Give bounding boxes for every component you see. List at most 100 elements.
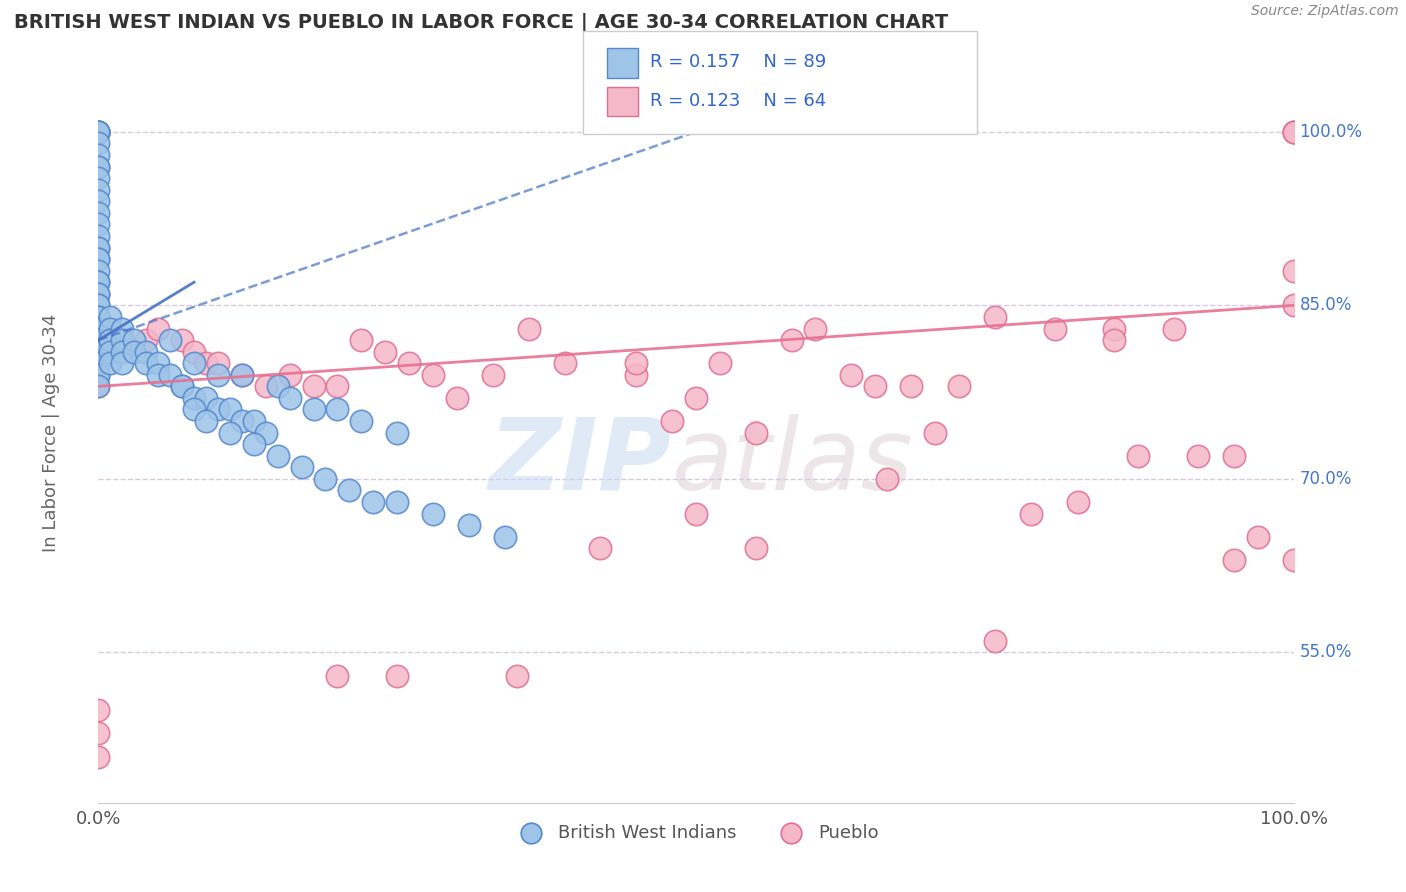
Point (339, 483, 361, 498)
Point (87, 136, 110, 151)
Point (87, 275, 110, 289)
Point (87, 252, 110, 266)
Point (87, 125, 110, 139)
Point (124, 344, 146, 359)
Point (172, 333, 194, 347)
Point (111, 344, 134, 359)
Point (87, 286, 110, 301)
Point (267, 449, 290, 463)
Point (87, 194, 110, 209)
Point (87, 356, 110, 370)
Point (148, 321, 170, 335)
Point (87, 310, 110, 324)
Point (98, 333, 122, 347)
Point (1223, 553, 1246, 567)
Point (422, 507, 444, 521)
Point (87, 379, 110, 393)
Point (1043, 321, 1066, 335)
Point (709, 356, 731, 370)
Point (207, 402, 229, 417)
Point (87, 148, 110, 162)
Point (148, 368, 170, 382)
Point (745, 541, 768, 556)
Point (195, 414, 218, 428)
Point (87, 240, 110, 254)
Text: 100.0%: 100.0% (1299, 123, 1362, 141)
Legend: British West Indians, Pueblo: British West Indians, Pueblo (506, 817, 886, 849)
Text: R = 0.157    N = 89: R = 0.157 N = 89 (650, 54, 825, 71)
Point (98, 321, 122, 335)
Point (780, 333, 803, 347)
Point (291, 460, 314, 475)
Point (183, 356, 205, 370)
Point (1282, 263, 1305, 277)
Point (87, 160, 110, 174)
Point (87, 379, 110, 393)
Point (219, 402, 242, 417)
Point (1282, 125, 1305, 139)
Point (87, 218, 110, 232)
Point (458, 518, 481, 533)
Point (1187, 449, 1209, 463)
Point (685, 507, 707, 521)
Point (87, 275, 110, 289)
Point (1019, 507, 1042, 521)
Point (841, 368, 863, 382)
Point (1282, 298, 1305, 312)
Point (589, 541, 612, 556)
Point (87, 252, 110, 266)
Text: In Labor Force | Age 30-34: In Labor Force | Age 30-34 (42, 313, 59, 552)
Point (183, 402, 205, 417)
Point (87, 171, 110, 186)
Point (207, 368, 229, 382)
Point (159, 368, 181, 382)
Point (87, 183, 110, 197)
Point (87, 206, 110, 220)
Point (302, 402, 325, 417)
Point (506, 668, 529, 682)
Point (87, 298, 110, 312)
Point (111, 321, 134, 335)
Point (172, 379, 194, 393)
Point (1163, 321, 1185, 335)
Point (626, 368, 648, 382)
Point (302, 379, 325, 393)
Point (87, 229, 110, 244)
Text: ZIP: ZIP (489, 414, 672, 511)
Point (87, 286, 110, 301)
Point (278, 391, 301, 405)
Point (745, 425, 768, 440)
Point (363, 495, 385, 509)
Point (159, 333, 181, 347)
Point (326, 402, 349, 417)
Point (685, 391, 707, 405)
Point (87, 263, 110, 277)
Text: atlas: atlas (672, 414, 914, 511)
Point (87, 726, 110, 740)
Point (517, 321, 540, 335)
Point (148, 356, 170, 370)
Point (87, 356, 110, 370)
Point (183, 391, 205, 405)
Point (111, 333, 134, 347)
Point (87, 344, 110, 359)
Point (195, 391, 218, 405)
Point (87, 321, 110, 335)
Text: 55.0%: 55.0% (1299, 643, 1353, 661)
Point (315, 472, 337, 486)
Point (87, 125, 110, 139)
Point (98, 310, 122, 324)
Point (195, 356, 218, 370)
Point (87, 125, 110, 139)
Point (87, 368, 110, 382)
Point (446, 391, 468, 405)
Point (87, 310, 110, 324)
Text: BRITISH WEST INDIAN VS PUEBLO IN LABOR FORCE | AGE 30-34 CORRELATION CHART: BRITISH WEST INDIAN VS PUEBLO IN LABOR F… (14, 13, 948, 33)
Point (1223, 449, 1246, 463)
Point (350, 333, 373, 347)
Point (481, 368, 505, 382)
Point (135, 356, 157, 370)
Point (554, 356, 576, 370)
Point (1067, 495, 1090, 509)
Point (948, 379, 970, 393)
